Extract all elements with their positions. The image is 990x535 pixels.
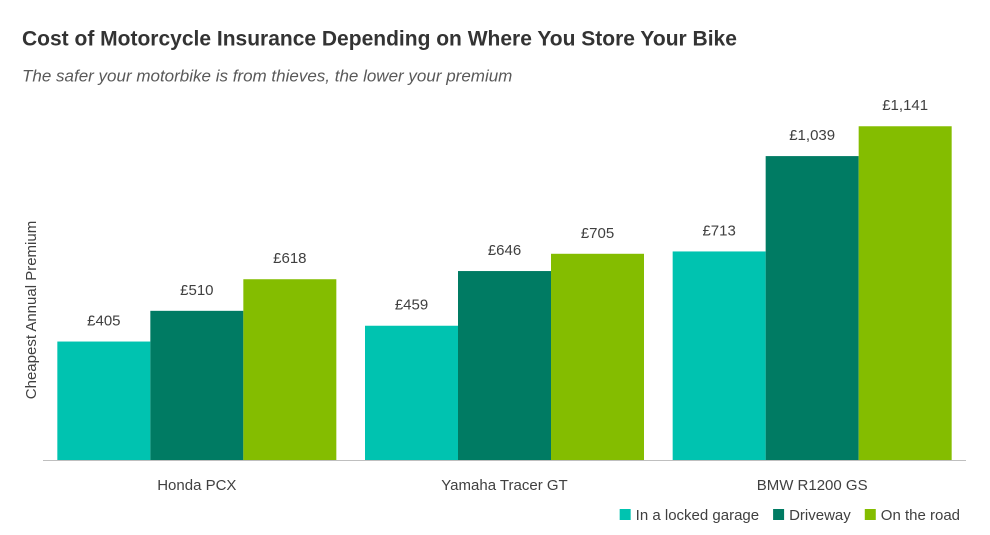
value-label: £618	[273, 250, 306, 267]
bar	[150, 310, 244, 460]
bar	[765, 156, 859, 460]
value-label: £1,039	[789, 127, 835, 144]
value-label: £405	[87, 313, 120, 330]
x-tick-label: BMW R1200 GS	[757, 477, 868, 494]
value-label: £459	[395, 297, 428, 314]
value-label: £510	[180, 282, 213, 299]
value-label: £1,141	[882, 97, 928, 114]
bar	[57, 341, 151, 460]
legend-swatch	[864, 509, 876, 520]
x-tick-label: Yamaha Tracer GT	[441, 477, 567, 494]
value-label: £646	[488, 242, 521, 259]
chart-subtitle: The safer your motorbike is from thieves…	[22, 66, 512, 85]
bar	[858, 126, 952, 460]
legend-label: Driveway	[789, 507, 851, 524]
y-axis-label: Cheapest Annual Premium	[23, 221, 40, 399]
value-label: £705	[581, 225, 614, 242]
bar	[365, 325, 458, 460]
legend-label: In a locked garage	[636, 507, 759, 524]
bar	[243, 279, 337, 460]
legend-swatch	[619, 509, 631, 520]
chart-title: Cost of Motorcycle Insurance Depending o…	[22, 28, 737, 51]
value-label: £713	[702, 222, 735, 239]
bar	[672, 251, 766, 460]
legend-swatch	[773, 509, 785, 520]
bar	[551, 253, 644, 460]
bar	[458, 271, 551, 460]
legend-label: On the road	[881, 507, 960, 524]
x-tick-label: Honda PCX	[157, 477, 236, 494]
